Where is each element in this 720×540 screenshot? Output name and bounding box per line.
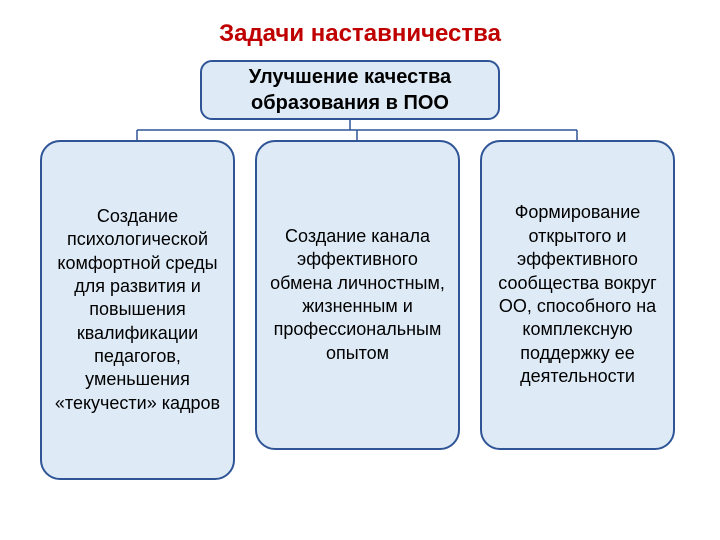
slide-title: Задачи наставничества — [0, 20, 720, 48]
child-box-1-label: Создание психологической комфортной сред… — [42, 199, 233, 422]
child-box-1: Создание психологической комфортной сред… — [40, 140, 235, 480]
root-box-label: Улучшение качества образования в ПОО — [202, 58, 498, 122]
child-box-3: Формирование открытого и эффективного со… — [480, 140, 675, 450]
child-box-2: Создание канала эффективного обмена личн… — [255, 140, 460, 450]
child-box-2-label: Создание канала эффективного обмена личн… — [257, 219, 458, 371]
root-box: Улучшение качества образования в ПОО — [200, 60, 500, 120]
slide-root: { "title": { "text": "Задачи наставничес… — [0, 0, 720, 540]
child-box-3-label: Формирование открытого и эффективного со… — [482, 195, 673, 394]
